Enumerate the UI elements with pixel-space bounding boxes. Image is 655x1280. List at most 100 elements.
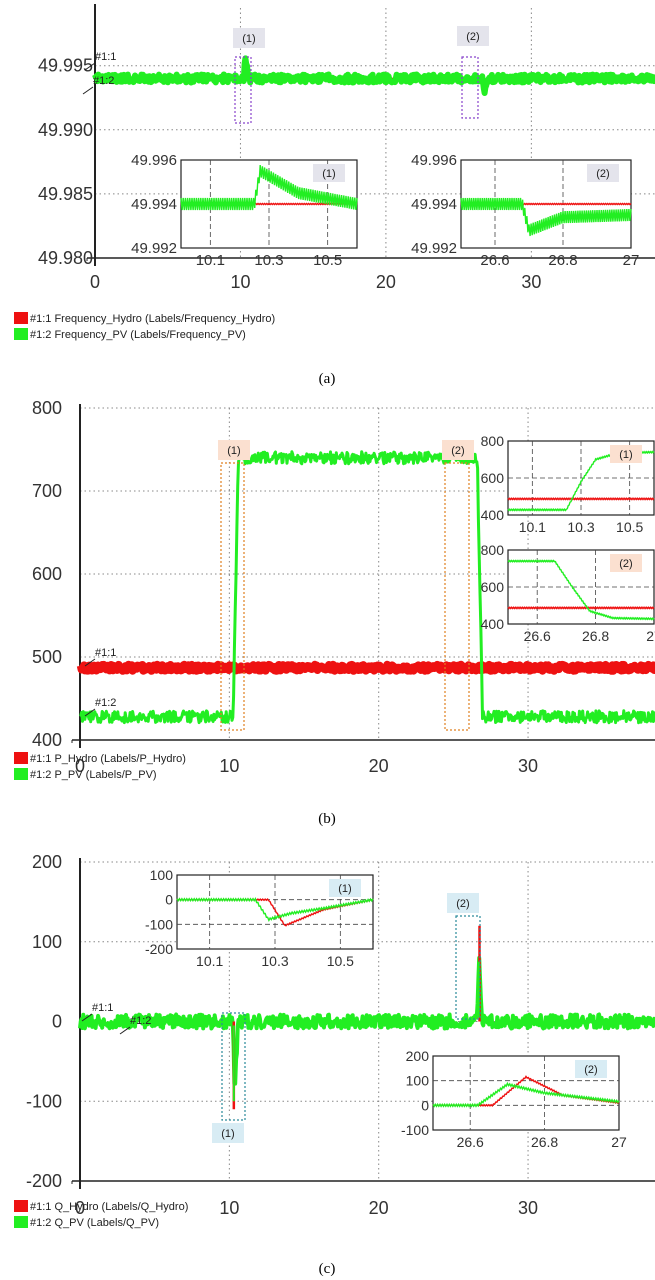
chart-a: 49.995 49.990 49.985 49.980 0 10 20 30 #1:1 #1:2 (… [14, 4, 655, 387]
inset-x-tick-label: 26.6 [524, 628, 551, 644]
inset-x-tick-label: 10.5 [313, 252, 342, 269]
figure-caption: (c) [319, 1261, 336, 1277]
inset-tag-bg [575, 1060, 607, 1078]
event-box [220, 462, 245, 731]
x-tick-label: 20 [369, 1198, 389, 1218]
inset-series-pv [176, 897, 374, 922]
x-tick-label: 0 [75, 756, 85, 776]
inset-x-tick-label: 10.3 [261, 953, 288, 969]
event-tag-bg [457, 26, 489, 46]
inset-y-tick-label: 49.996 [131, 152, 177, 169]
inset-x-tick-label: 10.3 [567, 519, 594, 535]
event-tag-bg [447, 893, 479, 913]
series-label-leader [84, 62, 96, 71]
inset-2: 49.996 49.994 49.992 26.6 26.8 27 (2) [411, 152, 639, 269]
y-tick-label: 400 [32, 730, 62, 750]
event-tag-label: (2) [456, 898, 469, 910]
inset-tag-label: (1) [322, 168, 335, 180]
inset-x-tick-label: 10.5 [616, 519, 643, 535]
inset-y-tick-label: 100 [150, 867, 174, 883]
inset-series-hydro [507, 497, 655, 501]
legend-swatch-pv [14, 1216, 28, 1228]
inset-1: 100 0 -100 -200 10.1 10.3 10.5 (1) [145, 867, 374, 969]
inset-tag-bg [329, 879, 361, 897]
inset-y-tick-label: 100 [406, 1073, 430, 1089]
inset-x-tick-label: 10.5 [327, 953, 354, 969]
event-tag-label: (1) [242, 33, 255, 45]
inset-x-tick-label: 27 [611, 1134, 627, 1150]
inset-tag-bg [313, 164, 345, 182]
inset-tag-label: (2) [584, 1064, 597, 1076]
series-label: #1:2 [130, 1015, 151, 1027]
series-label-leader [119, 1026, 131, 1035]
y-tick-label: 700 [32, 481, 62, 501]
inset-x-tick-label: 10.1 [196, 252, 225, 269]
event-box [234, 56, 252, 124]
inset-series-pv [507, 559, 655, 621]
event-tag-label: (1) [221, 1128, 234, 1140]
event-tag-label: (1) [227, 445, 240, 457]
y-tick-label: 600 [32, 564, 62, 584]
series-pv [79, 450, 655, 725]
chart-b: 800 700 600 500 400 0 10 20 30 #1:1 #1:2 (1) (2) 800 6… [14, 398, 655, 827]
series-label-leader [84, 708, 96, 717]
series-label: #1:2 [95, 697, 116, 709]
inset-x-tick-label: 27 [623, 252, 640, 269]
inset-y-tick-label: -100 [401, 1122, 429, 1138]
inset-tag-bg [587, 164, 619, 182]
inset-tag-label: (1) [338, 883, 351, 895]
figure-caption: (a) [319, 371, 336, 387]
event-box [461, 56, 479, 119]
x-tick-label: 30 [518, 756, 538, 776]
inset-y-tick-label: 49.994 [411, 196, 457, 213]
inset-x-tick-label: 10.1 [196, 953, 223, 969]
series-label: #1:2 [93, 75, 114, 87]
y-tick-label: 49.995 [38, 56, 93, 76]
event-tag-bg [212, 1123, 244, 1143]
legend-label: #1:2 P_PV (Labels/P_PV) [30, 769, 157, 781]
inset-y-tick-label: 800 [481, 433, 505, 449]
x-tick-label: 30 [521, 272, 541, 292]
event-tag-bg [218, 440, 250, 460]
inset-1: 800 600 400 10.1 10.3 10.5 (1) [481, 433, 655, 535]
inset-x-tick-label: 26.6 [457, 1134, 484, 1150]
legend-label: #1:1 P_Hydro (Labels/P_Hydro) [30, 753, 186, 765]
legend-swatch-hydro [14, 312, 28, 324]
legend-label: #1:2 Frequency_PV (Labels/Frequency_PV) [30, 329, 246, 341]
inset-1: 49.996 49.994 49.992 10.1 10.3 10.5 (1) [131, 152, 358, 269]
legend-label: #1:1 Frequency_Hydro (Labels/Frequency_H… [30, 313, 275, 325]
inset-y-tick-label: 49.992 [411, 240, 457, 257]
legend-swatch-hydro [14, 752, 28, 764]
inset-series-pv [432, 1081, 620, 1108]
event-box [455, 915, 481, 1020]
inset-x-tick-label: 10.3 [254, 252, 283, 269]
inset-y-tick-label: 600 [481, 579, 505, 595]
inset-y-tick-label: 400 [481, 616, 505, 632]
inset-y-tick-label: 49.994 [131, 196, 177, 213]
inset-y-tick-label: 400 [481, 507, 505, 523]
x-tick-label: 20 [369, 756, 389, 776]
inset-y-tick-label: 49.992 [131, 240, 177, 257]
event-box [444, 462, 470, 731]
legend-swatch-pv [14, 328, 28, 340]
x-tick-label: 10 [230, 272, 250, 292]
x-tick-label: 30 [518, 1198, 538, 1218]
y-tick-label: 0 [52, 1012, 62, 1032]
series-label-leader [84, 658, 96, 667]
x-tick-label: 10 [219, 756, 239, 776]
y-tick-label: 200 [32, 852, 62, 872]
inset-y-tick-label: 0 [421, 1097, 429, 1113]
inset-y-tick-label: 800 [481, 542, 505, 558]
y-tick-label: 100 [32, 932, 62, 952]
event-tag-bg [442, 440, 474, 460]
inset-y-tick-label: -100 [145, 916, 173, 932]
legend-swatch-hydro [14, 1200, 28, 1212]
inset-x-tick-label: 10.1 [519, 519, 546, 535]
series-label: #1:1 [95, 647, 116, 659]
series-pv [92, 55, 655, 96]
inset-tag-label: (1) [619, 449, 632, 461]
inset-x-tick-label: 27 [646, 628, 655, 644]
inset-tag-label: (2) [596, 168, 609, 180]
series-label-leader [82, 86, 94, 95]
